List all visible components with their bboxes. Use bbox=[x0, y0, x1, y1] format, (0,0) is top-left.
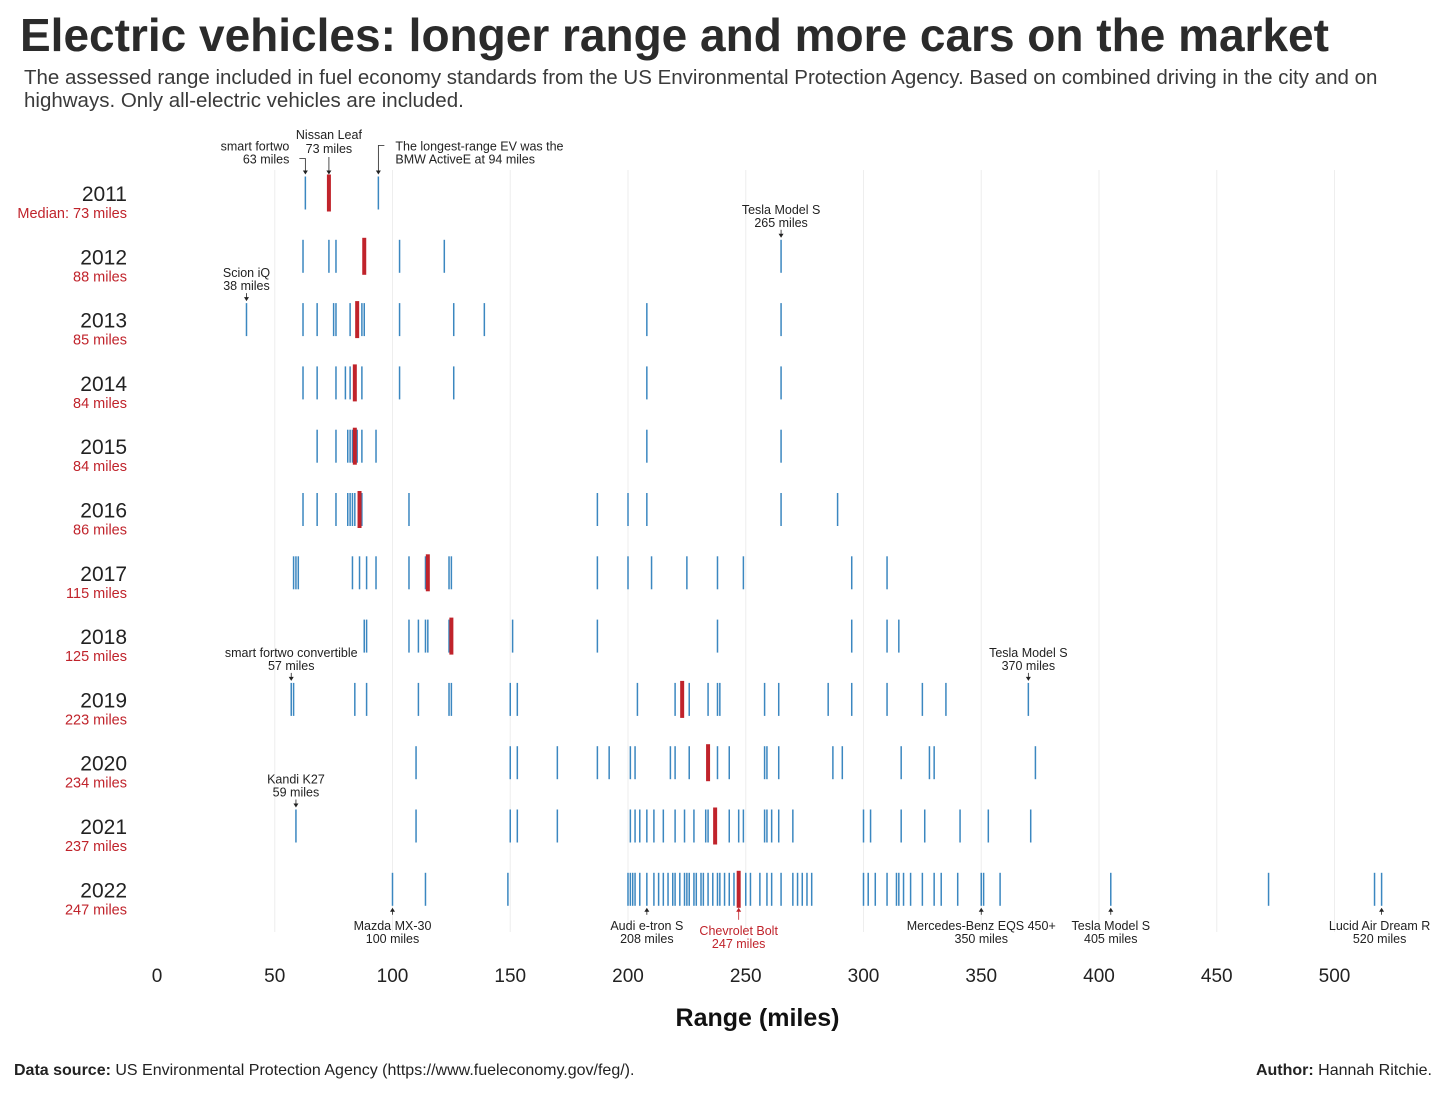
annotation-label: 38 miles bbox=[223, 279, 270, 293]
year-label: 2018 bbox=[80, 626, 127, 649]
chart-subtitle: The assessed range included in fuel econ… bbox=[24, 66, 1378, 112]
x-tick-label: 100 bbox=[377, 966, 409, 987]
annotation-label: smart fortwo convertible bbox=[225, 646, 358, 660]
x-tick-label: 400 bbox=[1083, 966, 1115, 987]
annotation-label: 73 miles bbox=[306, 142, 353, 156]
annotation-arrowhead bbox=[243, 297, 249, 302]
author-note: Author: Hannah Ritchie. bbox=[1256, 1062, 1432, 1080]
annotation-leader bbox=[377, 145, 385, 172]
annotation-arrowhead bbox=[644, 907, 650, 912]
median-label: 84 miles bbox=[73, 459, 127, 475]
annotation-label: 265 miles bbox=[754, 216, 808, 230]
annotation-label: BMW ActiveE at 94 miles bbox=[395, 153, 535, 167]
annotation-label: Tesla Model S bbox=[742, 203, 821, 217]
year-label: 2017 bbox=[80, 563, 127, 586]
annotation-arrowhead bbox=[1108, 907, 1114, 912]
annotation-arrowhead bbox=[778, 233, 784, 238]
median-label: 234 miles bbox=[65, 776, 127, 792]
year-label: 2015 bbox=[80, 436, 127, 459]
chart-title: Electric vehicles: longer range and more… bbox=[20, 9, 1329, 61]
year-label: 2013 bbox=[80, 310, 127, 333]
x-tick-label: 0 bbox=[152, 966, 163, 987]
annotation-label: 405 miles bbox=[1084, 932, 1138, 946]
annotation-label: 57 miles bbox=[268, 659, 315, 673]
median-label: 125 miles bbox=[65, 649, 127, 665]
annotation-label: Tesla Model S bbox=[1072, 919, 1151, 933]
year-label: 2020 bbox=[80, 753, 127, 776]
x-tick-label: 500 bbox=[1319, 966, 1351, 987]
year-label: 2022 bbox=[80, 879, 127, 902]
year-label: 2011 bbox=[82, 183, 127, 206]
annotation-label: Mercedes-Benz EQS 450+ bbox=[907, 919, 1056, 933]
annotation-label: 370 miles bbox=[1002, 659, 1056, 673]
annotation-arrowhead bbox=[1379, 907, 1385, 912]
annotation-label: 350 miles bbox=[955, 932, 1009, 946]
data-source-label: Data source: bbox=[14, 1062, 111, 1079]
x-tick-label: 350 bbox=[965, 966, 997, 987]
x-tick-label: 150 bbox=[494, 966, 526, 987]
annotation-leader bbox=[299, 158, 306, 172]
annotation-arrowhead bbox=[390, 907, 395, 912]
median-label: 247 miles bbox=[65, 902, 127, 918]
annotation-arrowhead bbox=[978, 907, 984, 912]
median-label: 88 miles bbox=[73, 269, 127, 285]
median-label: 85 miles bbox=[73, 333, 127, 349]
author-label: Author: bbox=[1255, 1062, 1314, 1079]
annotation-arrowhead bbox=[293, 803, 299, 808]
x-axis-label: Range (miles) bbox=[676, 1004, 840, 1032]
median-label: Median: 73 miles bbox=[17, 206, 127, 222]
year-label: 2021 bbox=[80, 816, 127, 839]
x-tick-label: 450 bbox=[1201, 966, 1233, 987]
median-label: 115 miles bbox=[66, 586, 127, 602]
annotation-arrowhead bbox=[736, 907, 742, 912]
annotation-label: 520 miles bbox=[1353, 932, 1407, 946]
year-label: 2016 bbox=[80, 500, 127, 523]
year-label: 2019 bbox=[80, 689, 127, 712]
annotation-arrowhead bbox=[1025, 676, 1031, 681]
annotation-arrowhead bbox=[375, 170, 381, 175]
data-source-text: US Environmental Protection Agency (http… bbox=[115, 1062, 635, 1079]
author-text: Hannah Ritchie. bbox=[1318, 1062, 1432, 1079]
annotation-arrowhead bbox=[326, 170, 332, 175]
annotation-label: 100 miles bbox=[366, 932, 420, 946]
data-source-note: Data source: US Environmental Protection… bbox=[14, 1062, 634, 1080]
annotation-label: smart fortwo bbox=[221, 140, 290, 154]
annotation-label: 59 miles bbox=[273, 786, 320, 800]
annotation-label: Chevrolet Bolt bbox=[699, 924, 778, 938]
x-tick-label: 300 bbox=[848, 966, 880, 987]
median-label: 86 miles bbox=[73, 523, 127, 539]
annotation-label: Audi e-tron S bbox=[610, 919, 683, 933]
x-tick-label: 200 bbox=[612, 966, 644, 987]
annotation-label: Nissan Leaf bbox=[296, 128, 363, 142]
x-tick-label: 50 bbox=[264, 966, 285, 987]
x-tick-label: 250 bbox=[730, 966, 762, 987]
median-label: 223 miles bbox=[65, 712, 127, 728]
median-label: 84 miles bbox=[73, 396, 127, 412]
median-label: 237 miles bbox=[65, 839, 127, 855]
year-label: 2012 bbox=[80, 246, 127, 269]
annotation-label: 63 miles bbox=[243, 153, 290, 167]
annotation-arrowhead bbox=[302, 170, 308, 175]
annotation-label: 247 miles bbox=[712, 937, 766, 951]
annotation-label: Tesla Model S bbox=[989, 646, 1068, 660]
annotation-label: Scion iQ bbox=[223, 266, 271, 280]
annotation-label: The longest-range EV was the bbox=[395, 140, 563, 154]
annotation-arrowhead bbox=[288, 676, 294, 681]
annotation-label: Kandi K27 bbox=[267, 773, 325, 787]
annotation-label: 208 miles bbox=[620, 932, 674, 946]
annotation-label: Lucid Air Dream R bbox=[1329, 919, 1430, 933]
year-label: 2014 bbox=[80, 373, 127, 396]
annotation-label: Mazda MX-30 bbox=[354, 919, 432, 933]
